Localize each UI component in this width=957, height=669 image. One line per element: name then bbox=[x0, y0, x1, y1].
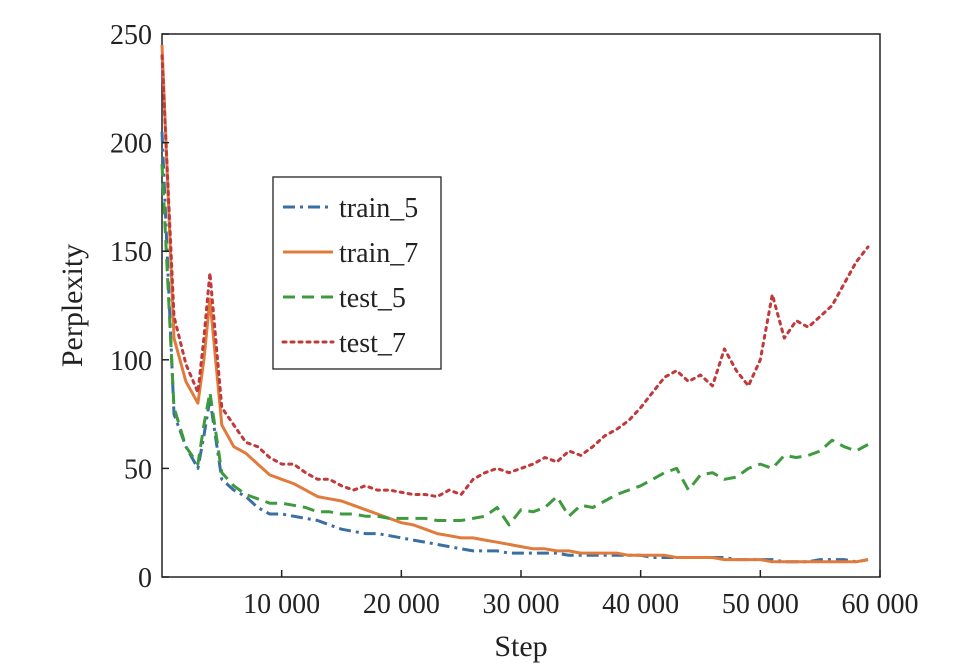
x-tick-label: 20 000 bbox=[363, 589, 440, 620]
x-tick-label: 50 000 bbox=[722, 589, 799, 620]
legend-label-test-5: test_5 bbox=[339, 283, 406, 314]
y-tick-label: 100 bbox=[110, 346, 152, 377]
x-tick-label: 10 000 bbox=[243, 589, 320, 620]
x-axis-title: Step bbox=[494, 630, 547, 663]
x-tick-label: 60 000 bbox=[842, 589, 919, 620]
legend-label-train-7: train_7 bbox=[339, 238, 418, 269]
y-tick-label: 0 bbox=[138, 563, 152, 594]
ticks-group: 10 000 20 000 30 000 40 000 50 000 60 000 0 50 1… bbox=[110, 20, 919, 620]
legend-label-train-5: train_5 bbox=[339, 193, 418, 224]
series-line-train-7 bbox=[160, 44, 869, 564]
plot-frame-group bbox=[161, 33, 881, 578]
series-line-test-7 bbox=[160, 54, 870, 499]
y-tick-label: 150 bbox=[110, 237, 152, 268]
y-tick-label: 50 bbox=[124, 454, 152, 485]
series-line-train-5 bbox=[160, 131, 869, 564]
legend-label-test-7: test_7 bbox=[339, 328, 406, 359]
legend-box bbox=[272, 176, 442, 370]
x-tick-label: 30 000 bbox=[483, 589, 560, 620]
y-axis-title: Perplexity bbox=[56, 244, 89, 367]
series-group bbox=[160, 44, 870, 564]
series-line-test-5 bbox=[160, 164, 869, 527]
plot-frame bbox=[161, 33, 881, 578]
y-tick-label: 250 bbox=[110, 20, 152, 51]
x-tick-label: 40 000 bbox=[602, 589, 679, 620]
legend: train_5 train_7 test_5 test_7 bbox=[272, 176, 442, 370]
y-tick-label: 200 bbox=[110, 129, 152, 160]
